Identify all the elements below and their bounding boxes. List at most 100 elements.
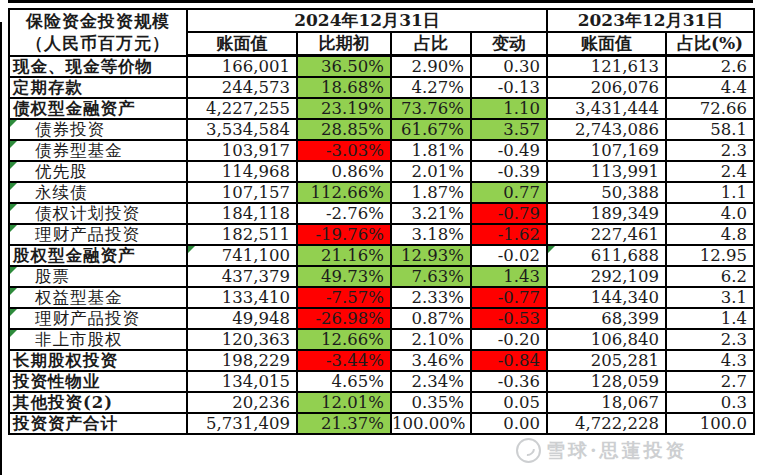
value-cell: 3,431,444: [547, 98, 666, 119]
value-cell: 0.30: [471, 56, 547, 78]
row-label: 投资性物业: [9, 371, 187, 392]
value-cell: 3.18%: [391, 224, 471, 245]
value-cell: -0.36: [471, 371, 547, 392]
value-cell: 1.87%: [391, 182, 471, 203]
table-row: 非上市股权120,36312.66%2.10%-0.20106,8402.3: [9, 329, 754, 350]
value-cell: 36.50%: [297, 56, 391, 78]
table-row: 永续债107,157112.66%1.87%0.7750,3881.1: [9, 182, 754, 203]
value-cell: 2.10%: [391, 329, 471, 350]
value-cell: 2.4: [666, 161, 754, 182]
value-cell: 23.19%: [297, 98, 391, 119]
value-cell: 4.0: [666, 203, 754, 224]
value-cell: 12.93%: [391, 245, 471, 266]
value-cell: 50,388: [547, 182, 666, 203]
row-label: 非上市股权: [9, 329, 187, 350]
col-header-book-value-2024: 账面值: [187, 32, 297, 56]
value-cell: 437,379: [187, 266, 297, 287]
col-header-proportion-2024: 占比: [391, 32, 471, 56]
value-cell: 20,236: [187, 392, 297, 413]
row-label: 其他投资(2): [9, 392, 187, 413]
value-cell: 741,100: [187, 245, 297, 266]
value-cell: 2.7: [666, 371, 754, 392]
value-cell: 49,948: [187, 308, 297, 329]
value-cell: 1.1: [666, 182, 754, 203]
value-cell: 121,613: [547, 56, 666, 78]
table-row: 理财产品投资49,948-26.98%0.87%-0.5368,3991.4: [9, 308, 754, 329]
table-row: 股票437,37949.73%7.63%1.43292,1096.2: [9, 266, 754, 287]
value-cell: 12.66%: [297, 329, 391, 350]
value-cell: 182,511: [187, 224, 297, 245]
value-cell: 133,410: [187, 287, 297, 308]
table-row: 债权型金融资产4,227,25523.19%73.76%1.103,431,44…: [9, 98, 754, 119]
value-cell: 0.3: [666, 392, 754, 413]
value-cell: -0.77: [471, 287, 547, 308]
value-cell: 107,157: [187, 182, 297, 203]
value-cell: 12.01%: [297, 392, 391, 413]
value-cell: 18.68%: [297, 77, 391, 98]
row-label: 理财产品投资: [9, 308, 187, 329]
value-cell: -0.49: [471, 140, 547, 161]
value-cell: -1.62: [471, 224, 547, 245]
value-cell: 189,349: [547, 203, 666, 224]
value-cell: 73.76%: [391, 98, 471, 119]
row-label: 债权计划投资: [9, 203, 187, 224]
value-cell: 107,169: [547, 140, 666, 161]
value-cell: 2.3: [666, 140, 754, 161]
value-cell: -0.13: [471, 77, 547, 98]
table-row: 债券型基金103,917-3.03%1.81%-0.49107,1692.3: [9, 140, 754, 161]
value-cell: 2,743,086: [547, 119, 666, 140]
value-cell: 100.0: [666, 413, 754, 434]
snowball-logo-icon: [516, 438, 541, 463]
value-cell: 0.35%: [391, 392, 471, 413]
value-cell: 58.1: [666, 119, 754, 140]
value-cell: 103,917: [187, 140, 297, 161]
value-cell: -0.20: [471, 329, 547, 350]
investment-scale-table: 保险资金投资规模 （人民币百万元） 2024年12月31日 2023年12月31…: [8, 8, 755, 435]
table-body: 现金、现金等价物166,00136.50%2.90%0.30121,6132.6…: [9, 56, 754, 435]
row-label: 定期存款: [9, 77, 187, 98]
value-cell: 4.3: [666, 350, 754, 371]
value-cell: 4,227,255: [187, 98, 297, 119]
row-label: 投资资产合计: [9, 413, 187, 434]
value-cell: -0.39: [471, 161, 547, 182]
value-cell: -7.57%: [297, 287, 391, 308]
value-cell: 3.57: [471, 119, 547, 140]
value-cell: 2.6: [666, 56, 754, 78]
value-cell: 0.77: [471, 182, 547, 203]
value-cell: 206,076: [547, 77, 666, 98]
value-cell: 72.66: [666, 98, 754, 119]
xueqiu-watermark: 雪球·思蓮投资: [516, 438, 688, 463]
value-cell: 49.73%: [297, 266, 391, 287]
value-cell: 21.16%: [297, 245, 391, 266]
row-label: 理财产品投资: [9, 224, 187, 245]
value-cell: 292,109: [547, 266, 666, 287]
value-cell: 0.87%: [391, 308, 471, 329]
value-cell: 1.10: [471, 98, 547, 119]
table-row: 现金、现金等价物166,00136.50%2.90%0.30121,6132.6: [9, 56, 754, 78]
value-cell: 3.46%: [391, 350, 471, 371]
col-header-change: 变动: [471, 32, 547, 56]
row-label: 权益型基金: [9, 287, 187, 308]
table-header: 保险资金投资规模 （人民币百万元） 2024年12月31日 2023年12月31…: [9, 9, 754, 56]
value-cell: 6.2: [666, 266, 754, 287]
group-header-2023: 2023年12月31日: [547, 9, 754, 32]
value-cell: 0.00: [471, 413, 547, 434]
table-row: 其他投资(2)20,23612.01%0.35%0.0518,0670.3: [9, 392, 754, 413]
value-cell: 134,015: [187, 371, 297, 392]
value-cell: -26.98%: [297, 308, 391, 329]
value-cell: 4.65%: [297, 371, 391, 392]
value-cell: 0.86%: [297, 161, 391, 182]
row-label: 优先股: [9, 161, 187, 182]
value-cell: 3.1: [666, 287, 754, 308]
value-cell: 3.21%: [391, 203, 471, 224]
value-cell: 227,461: [547, 224, 666, 245]
value-cell: -0.79: [471, 203, 547, 224]
value-cell: 4.4: [666, 77, 754, 98]
value-cell: 205,281: [547, 350, 666, 371]
value-cell: 2.90%: [391, 56, 471, 78]
value-cell: 3,534,584: [187, 119, 297, 140]
value-cell: 2.34%: [391, 371, 471, 392]
value-cell: 184,118: [187, 203, 297, 224]
value-cell: 5,731,409: [187, 413, 297, 434]
table-row: 投资性物业134,0154.65%2.34%-0.36128,0592.7: [9, 371, 754, 392]
